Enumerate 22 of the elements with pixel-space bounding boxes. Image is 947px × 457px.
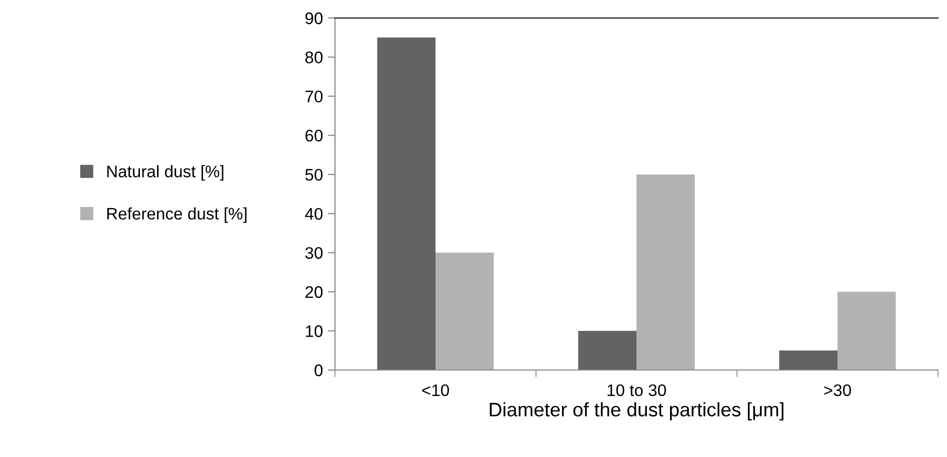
y-tick-label: 30 <box>305 247 323 259</box>
x-tick-label: >30 <box>824 384 851 396</box>
y-tick-label: 50 <box>305 168 323 181</box>
y-tick-label: 20 <box>305 286 323 298</box>
bar <box>636 174 695 370</box>
x-tick-label: 10 to 30 <box>608 384 666 396</box>
bar <box>436 252 494 370</box>
legend-label: Natural dust [%] <box>107 165 224 181</box>
x-axis-title: Diameter of the dust particles [μm] <box>490 402 784 420</box>
y-tick-label: 60 <box>306 130 323 142</box>
x-tick-label: <10 <box>422 384 449 396</box>
y-tick-label: 70 <box>306 90 323 102</box>
bar <box>779 350 838 370</box>
bar <box>377 38 436 370</box>
y-tick-label: 80 <box>305 52 323 64</box>
y-tick-label: 0 <box>314 364 323 376</box>
legend-label: Reference dust [%] <box>107 207 246 223</box>
bar <box>578 330 636 370</box>
bar <box>838 292 896 370</box>
y-tick-label: 10 <box>306 325 323 338</box>
y-tick-label: 90 <box>305 12 323 24</box>
y-tick-label: 40 <box>305 208 323 220</box>
